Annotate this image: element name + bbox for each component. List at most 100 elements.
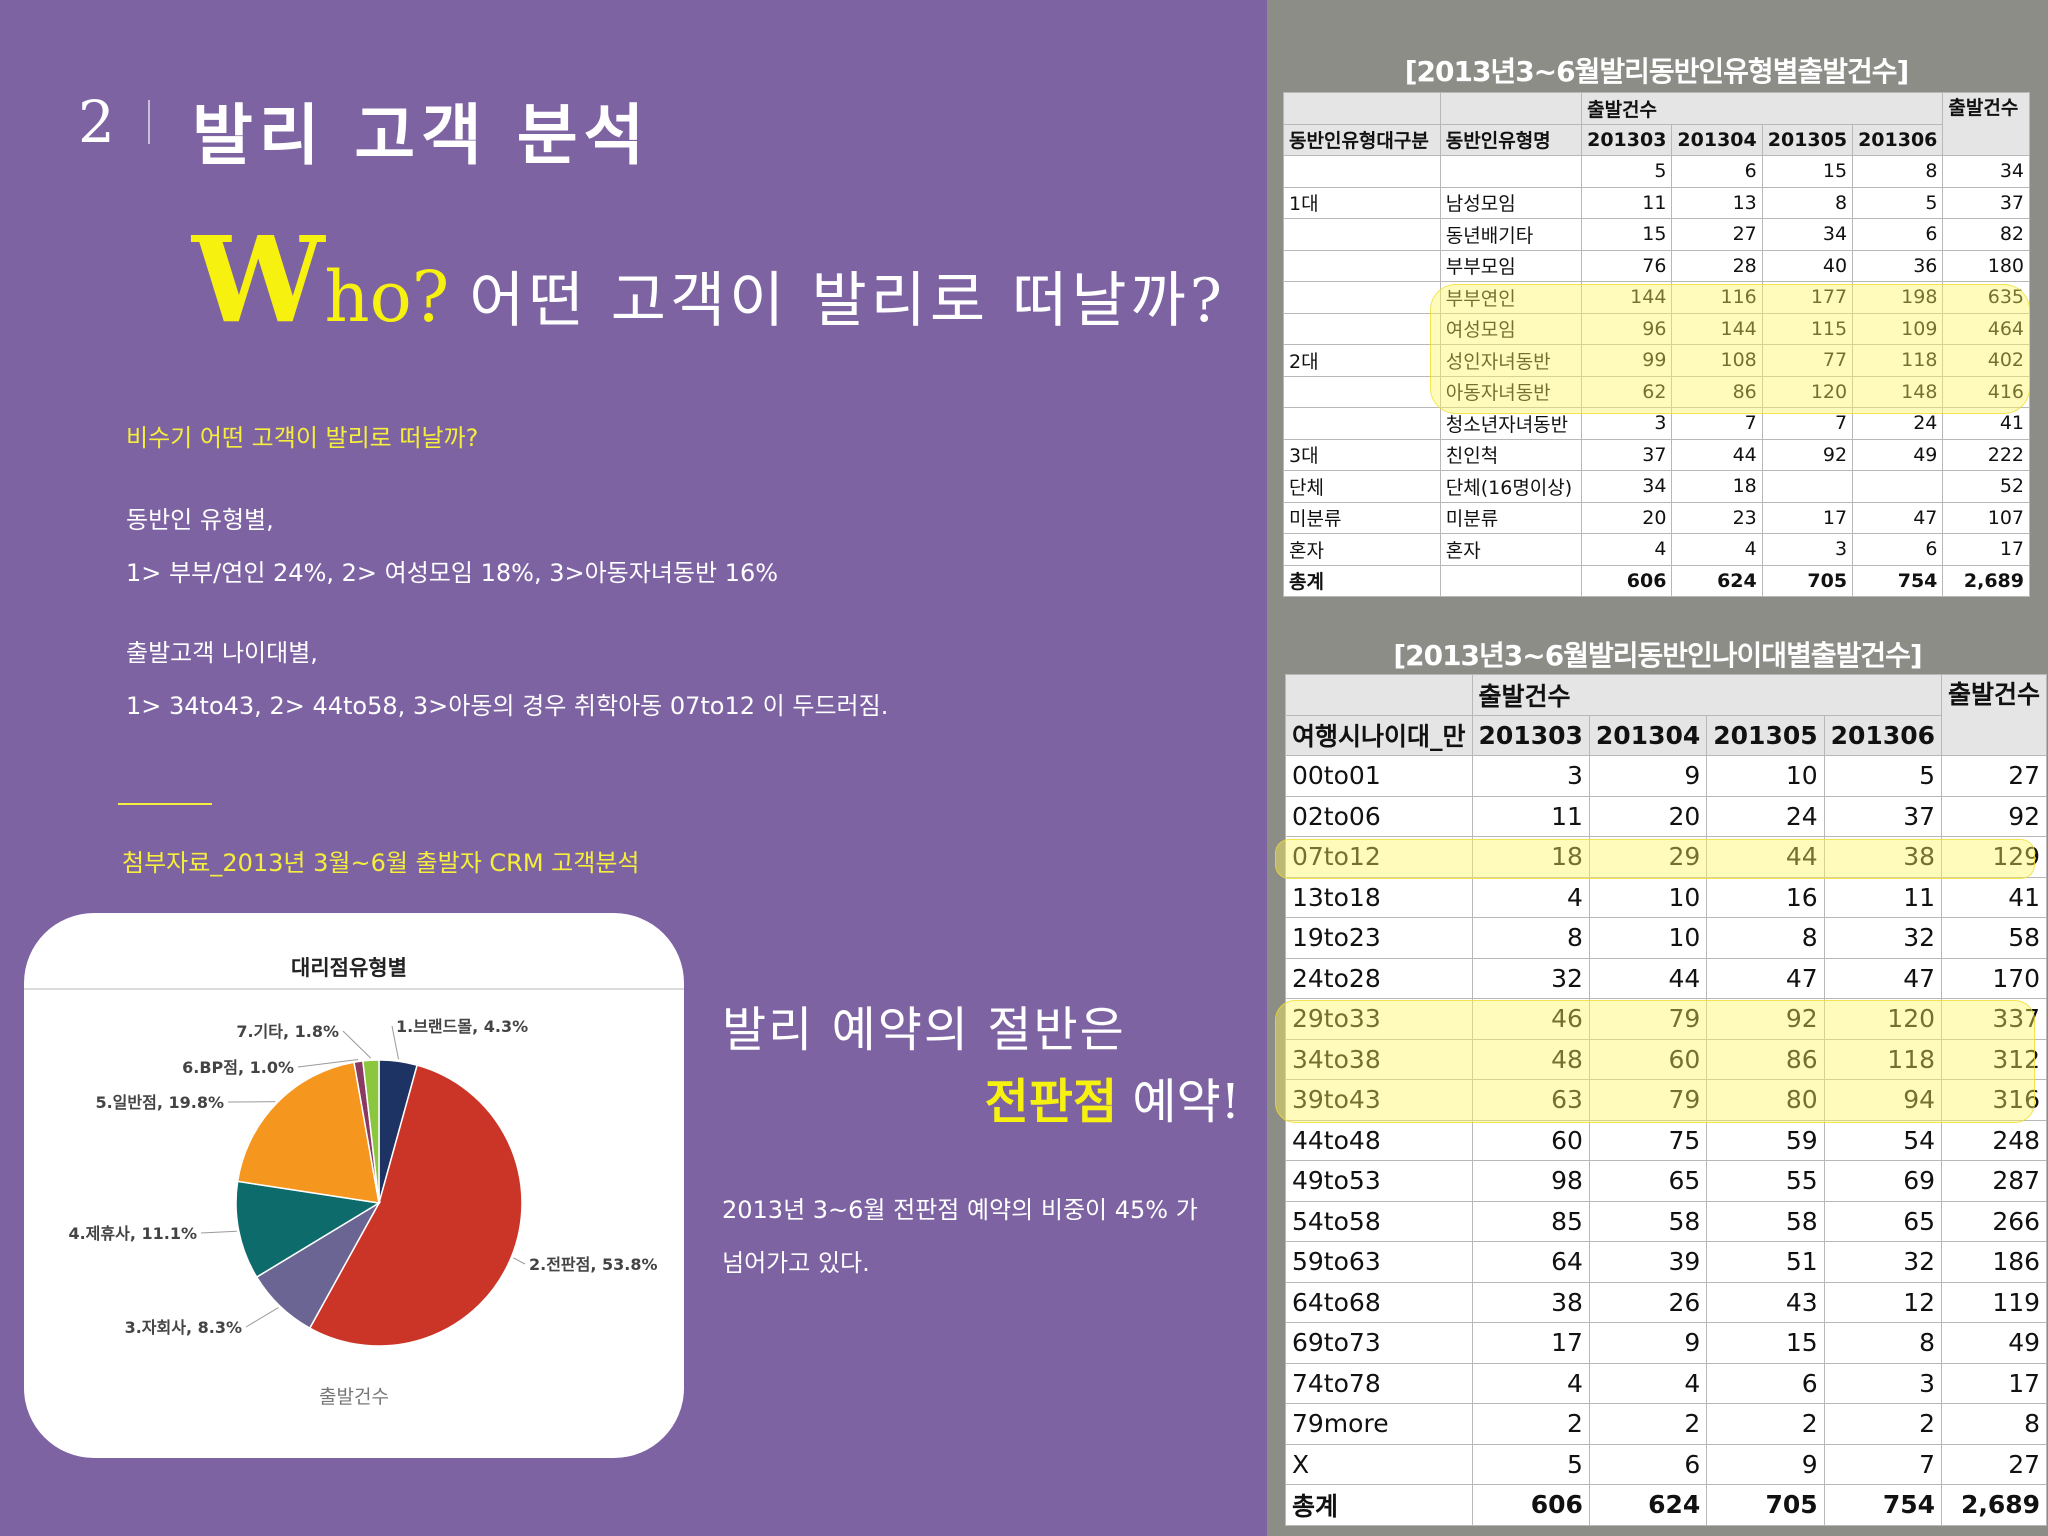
note-line-1: 2013년 3~6월 전판점 예약의 비중이 45% 가 [722,1196,1198,1224]
row-total: 52 [1942,470,2030,503]
row-category: 1대 [1283,186,1441,219]
cell-value: 705 [1706,1484,1825,1526]
cell-value: 7 [1823,1443,1943,1485]
table-row: 혼자 혼자 4 4 3 6 17 [1283,533,2030,566]
cell-value: 8 [1852,155,1944,188]
cell-value: 5 [1852,186,1944,219]
cell-value: 4 [1671,533,1763,566]
table-row: 총계 606 624 705 754 2,689 [1283,564,2030,597]
cell-value: 47 [1852,501,1944,534]
cell-value: 11 [1823,876,1943,918]
row-name: 단체(16명이상) [1439,470,1583,503]
cell-value: 38 [1823,836,1943,878]
row-name: 부부연인 [1439,281,1583,314]
cell-value: 69 [1823,1160,1943,1202]
cell-value: 44 [1671,438,1763,471]
table-row: 44to48 60 75 59 54 248 [1285,1119,2048,1161]
cell-value: 11 [1471,795,1590,837]
pie-slice-label: 2.전판점, 53.8% [529,1255,658,1274]
row-total: 222 [1942,438,2030,471]
table-row: 부부모임 76 28 40 36 180 [1283,249,2030,282]
pie-slice-label: 3.자회사, 8.3% [125,1318,242,1337]
cell-value: 47 [1706,957,1825,999]
pie-leader-line [391,1025,399,1060]
cell-value: 37 [1823,795,1943,837]
companion-label: 동반인 유형별, [126,506,274,534]
cell-value: 92 [1706,998,1825,1040]
row-total: 186 [1941,1241,2048,1283]
table-row: 49to53 98 65 55 69 287 [1285,1160,2048,1202]
row-category: 단체 [1283,470,1441,503]
col-header: 동반인유형명 [1439,123,1583,156]
row-age: 74to78 [1285,1362,1473,1404]
table-row: 총계 606 624 705 754 2,689 [1285,1484,2048,1526]
row-age: 59to63 [1285,1241,1473,1283]
cell-value [1761,470,1854,503]
cell-value: 8 [1761,186,1854,219]
table-row: 74to78 4 4 6 3 17 [1285,1362,2048,1404]
row-age: 49to53 [1285,1160,1473,1202]
table-header-row: 출발건수 출발건수 [1285,674,2048,756]
cell-value: 108 [1671,344,1763,377]
cell-value: 64 [1471,1241,1590,1283]
headline-line1: 발리 예약의 절반은 [722,1002,1126,1058]
cell-value: 54 [1823,1119,1943,1161]
cell-value: 7 [1761,407,1854,440]
cell-value: 34 [1761,218,1854,251]
col-header: 201304 [1588,714,1708,756]
row-total: 8 [1941,1403,2048,1445]
pie-leader-line [245,1307,279,1328]
cell-value: 2 [1588,1403,1708,1445]
pie-leader-line [342,1030,372,1059]
cell-value: 11 [1581,186,1673,219]
who-ho: ho? [324,256,450,338]
yellow-rule [118,803,212,805]
cell-value: 3 [1471,755,1590,797]
pie-slice-label: 1.브랜드몰, 4.3% [396,1017,528,1036]
cell-value: 4 [1588,1362,1708,1404]
row-age: 13to18 [1285,876,1473,918]
cell-value: 92 [1761,438,1854,471]
row-name: 동년배기타 [1439,218,1583,251]
cell-value: 9 [1588,1322,1708,1364]
table-row: 13to18 4 10 16 11 41 [1285,876,2048,918]
cell-value: 4 [1471,1362,1590,1404]
cell-value: 46 [1471,998,1590,1040]
who-w: W [192,210,325,349]
table-row: 54to58 85 58 58 65 266 [1285,1200,2048,1242]
table-row: 02to06 11 20 24 37 92 [1285,795,2048,837]
cell-value: 20 [1588,795,1708,837]
cell-value: 705 [1761,564,1854,597]
pie-slice-label: 4.제휴사, 11.1% [68,1224,197,1243]
cell-value: 13 [1671,186,1763,219]
cell-value: 15 [1761,155,1854,188]
row-total: 37 [1942,186,2030,219]
cell-value: 9 [1706,1443,1825,1485]
cell-value: 75 [1588,1119,1708,1161]
cell-value: 51 [1706,1241,1825,1283]
table-row: 단체 단체(16명이상) 34 18 52 [1283,470,2030,503]
total-header: 출발건수 [1942,92,2030,156]
cell-value: 15 [1581,218,1673,251]
table-header-row: 동반인유형대구분 동반인유형명 201303 201304 201305 201… [1283,123,2030,156]
cell-value: 120 [1761,375,1854,408]
cell-value: 177 [1761,281,1854,314]
cell-value: 15 [1706,1322,1825,1364]
table-row: 2대 성인자녀동반 99 108 77 118 402 [1283,344,2030,377]
table-row: 79more 2 2 2 2 8 [1285,1403,2048,1445]
offseason-question: 비수기 어떤 고객이 발리로 떠날까? [126,424,479,452]
table-row: 19to23 8 10 8 32 58 [1285,917,2048,959]
col-header: 201305 [1761,123,1854,156]
cell-value: 60 [1471,1119,1590,1161]
cell-value: 10 [1588,876,1708,918]
cell-value [1852,470,1944,503]
cell-value: 754 [1852,564,1944,597]
row-name: 부부모임 [1439,249,1583,282]
cell-value: 10 [1588,917,1708,959]
cell-value: 65 [1823,1200,1943,1242]
cell-value: 8 [1706,917,1825,959]
row-category [1283,281,1441,314]
cell-value: 40 [1761,249,1854,282]
row-total: 312 [1941,1038,2048,1080]
cell-value: 12 [1823,1281,1943,1323]
